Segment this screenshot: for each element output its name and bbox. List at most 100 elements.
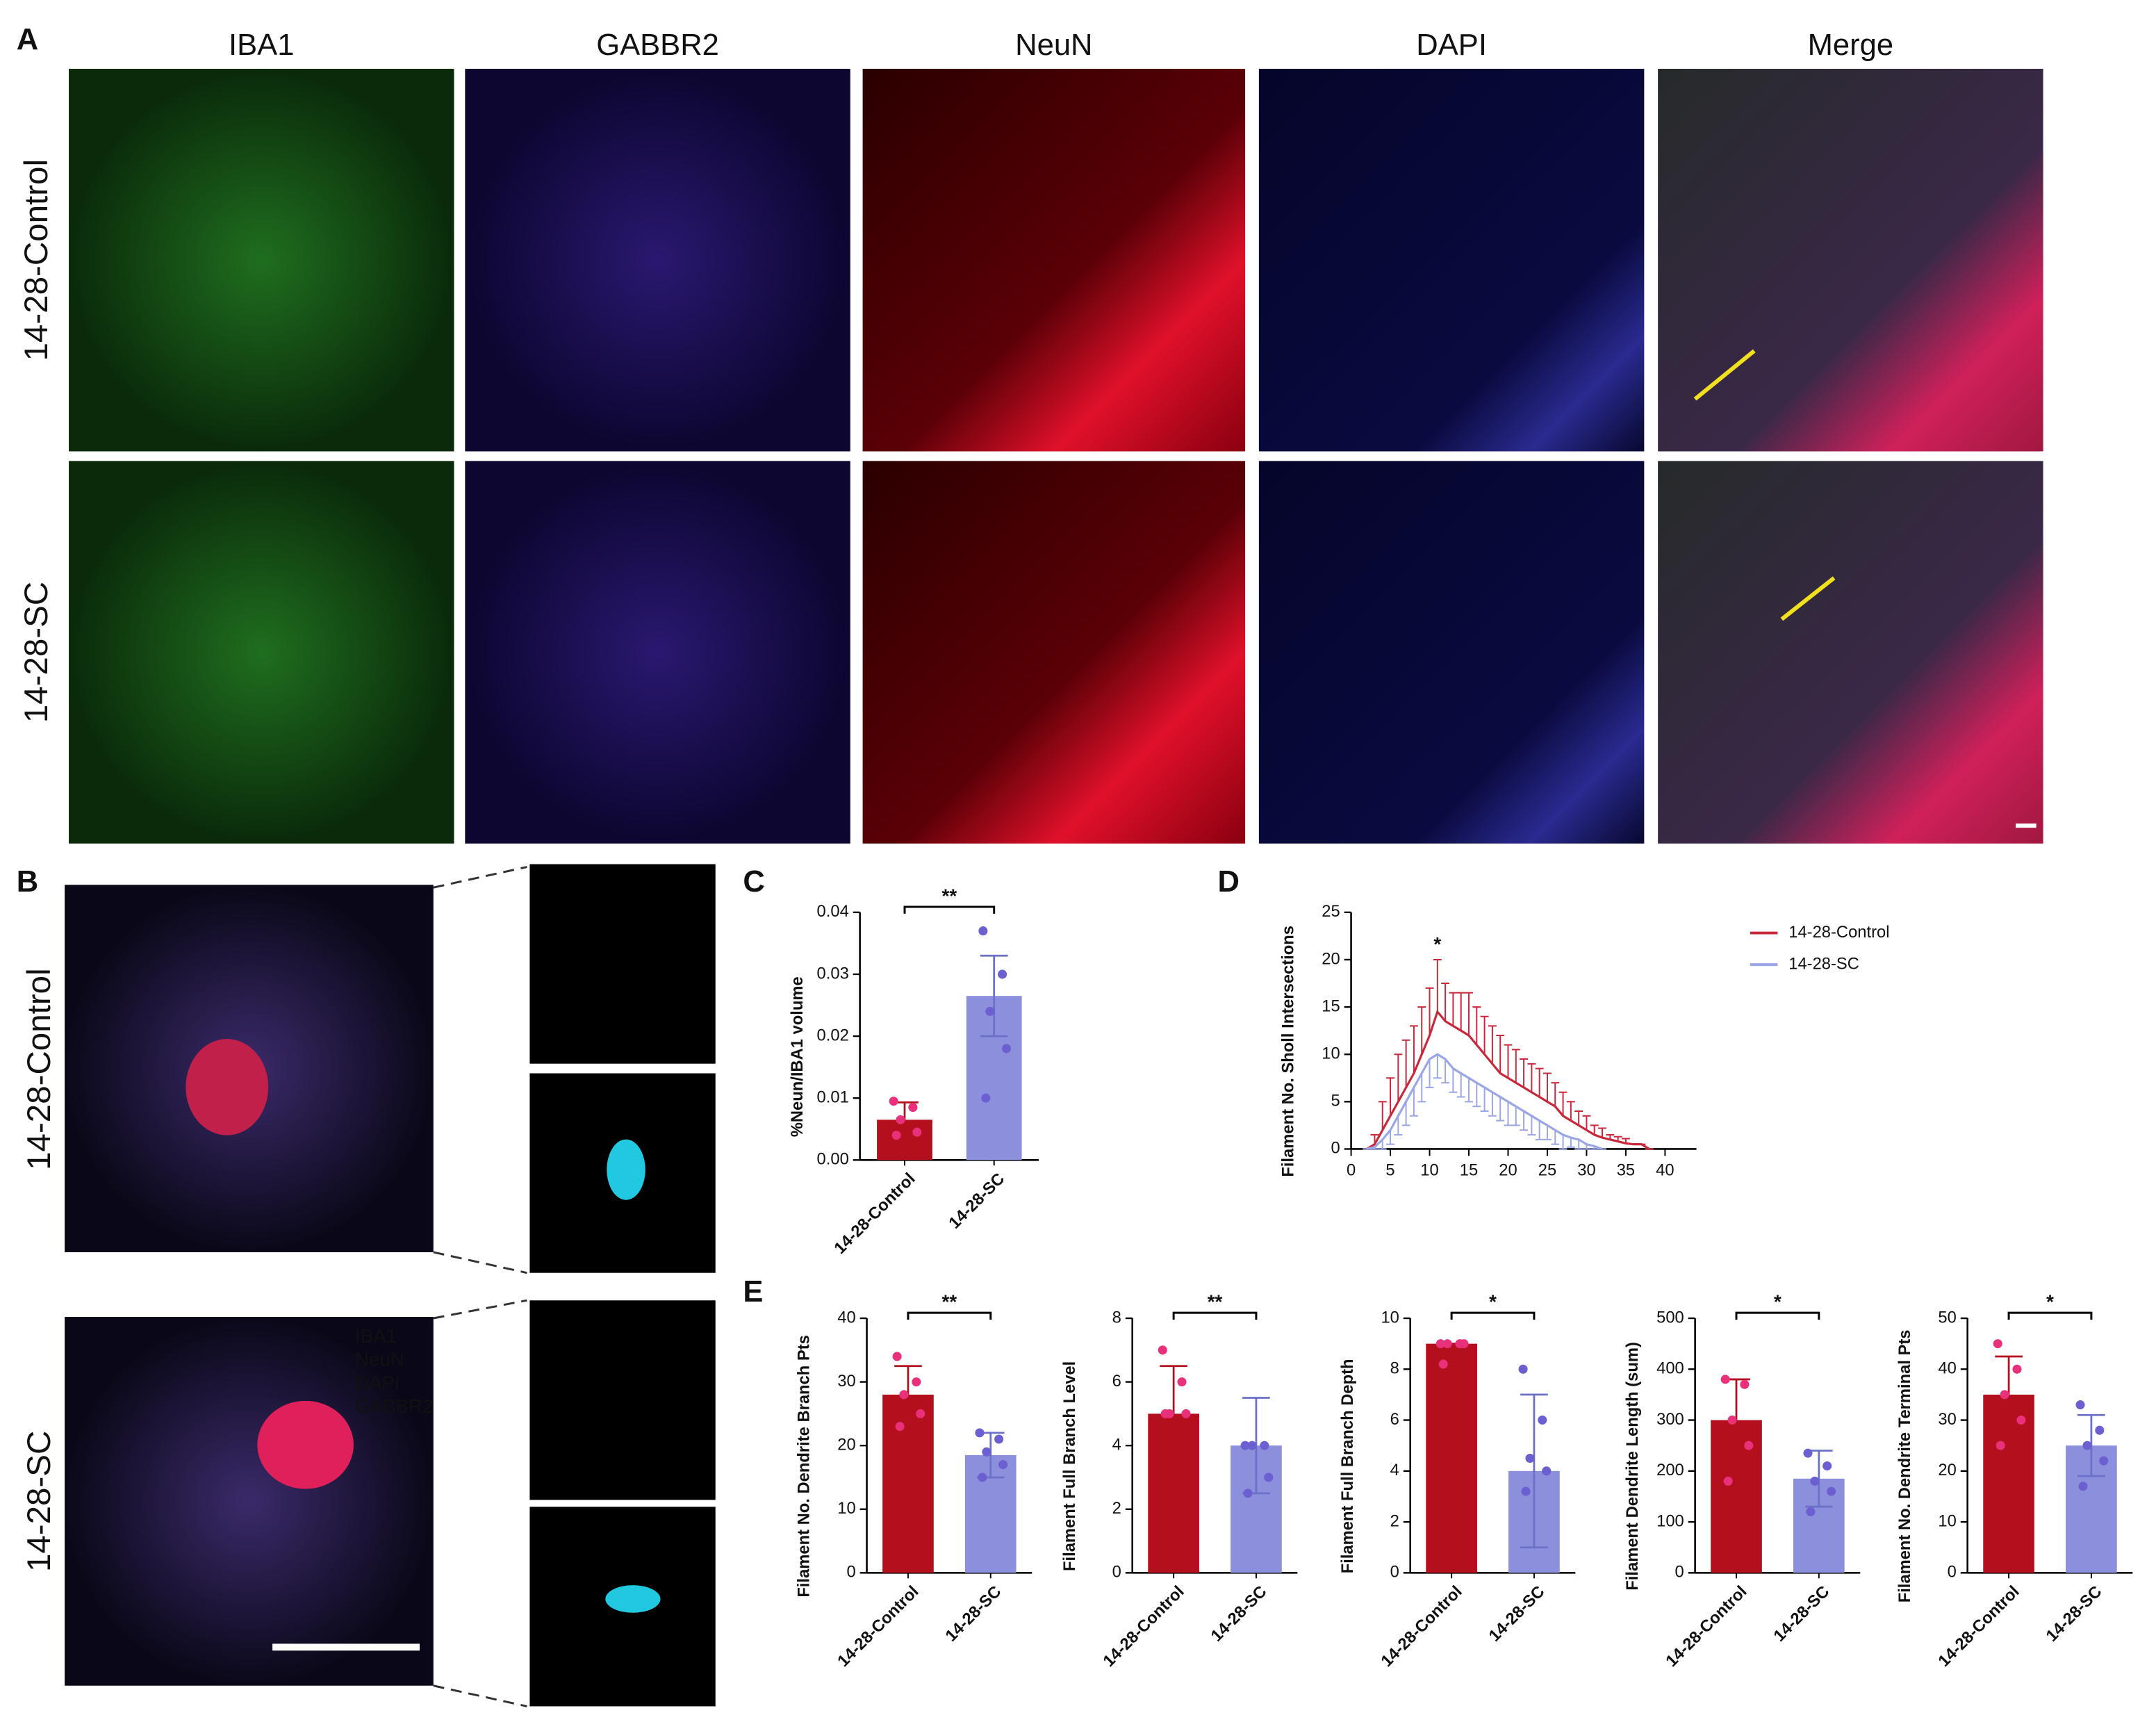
error-bar (1378, 1101, 1387, 1131)
data-point (978, 926, 988, 936)
y-tick-label: 30 (837, 1372, 855, 1391)
y-tick-label: 50 (1938, 1308, 1956, 1327)
data-point (994, 1434, 1004, 1444)
error-bar (1520, 1058, 1529, 1088)
y-tick-label: 200 (1656, 1461, 1684, 1479)
y-tick-label: 0.02 (817, 1026, 849, 1044)
data-point (982, 1447, 991, 1457)
data-point (1160, 1409, 1170, 1418)
y-tick-label: 0 (1390, 1563, 1399, 1582)
row-label: 14-28-SC (21, 1431, 58, 1572)
error-bar (1504, 1044, 1513, 1079)
data-point (1435, 1339, 1445, 1349)
image (465, 69, 850, 452)
column-title: GABBR2 (596, 28, 719, 62)
significance-bracket (1735, 1311, 1820, 1320)
y-tick-label: 10 (1322, 1044, 1340, 1063)
x-tick-label: 14-28-SC (1770, 1582, 1833, 1646)
x-tick-label: 14-28-Control (830, 1170, 919, 1258)
bar (1426, 1343, 1477, 1573)
data-point (1542, 1466, 1552, 1476)
error-bar (1456, 1073, 1465, 1098)
series-line (1366, 1009, 1650, 1150)
y-tick-label: 0 (1675, 1563, 1684, 1582)
error-bar (1520, 1393, 1548, 1549)
image (69, 461, 454, 844)
y-tick-label: 500 (1656, 1308, 1684, 1327)
error-bar (1433, 1054, 1442, 1079)
error-bar (1574, 1139, 1583, 1150)
data-point (981, 1093, 991, 1103)
error-bar (1543, 1072, 1552, 1102)
significance-bracket (903, 905, 996, 914)
data-point (1822, 1461, 1832, 1471)
column-title: DAPI (1416, 28, 1487, 62)
y-tick-label: 0.01 (817, 1088, 849, 1106)
y-tick-label: 300 (1656, 1410, 1684, 1429)
error-bar (1511, 1106, 1520, 1126)
panel-label: C (743, 865, 764, 899)
arrow (1693, 349, 1756, 401)
panel-label: A (17, 23, 38, 56)
y-tick-label: 20 (837, 1435, 855, 1454)
y-axis-label: Filament No. Dendrite Branch Pts (795, 1335, 814, 1597)
error-bar (1496, 1034, 1505, 1074)
y-tick-label: 4 (1112, 1435, 1121, 1454)
x-tick-label: 14-28-Control (1377, 1582, 1465, 1671)
data-point (1744, 1441, 1754, 1450)
error-bar (1535, 1120, 1544, 1140)
error-bar (1386, 1130, 1394, 1145)
significance-bracket (1172, 1311, 1258, 1320)
data-point (1525, 1453, 1535, 1463)
panel-label: B (17, 865, 38, 899)
data-point (896, 1115, 905, 1124)
zoom-lines (433, 866, 527, 1707)
y-tick-label: 30 (1938, 1410, 1956, 1429)
series-line (1366, 1053, 1603, 1150)
error-bar (1449, 1068, 1458, 1093)
data-point (1720, 1375, 1730, 1384)
error-bar (1417, 1073, 1426, 1103)
error-bar (1496, 1097, 1505, 1122)
y-axis-label: Filament No. Dendrite Terminal Pts (1895, 1329, 1914, 1602)
y-tick-label: 25 (1322, 902, 1340, 921)
error-bar (1488, 1025, 1497, 1064)
data-point (985, 1006, 995, 1016)
x-tick-label: 0 (1347, 1161, 1356, 1179)
error-bar (1551, 1130, 1560, 1145)
y-axis-label: Filament Dendrite Length (sum) (1623, 1342, 1642, 1591)
error-bar (1558, 1135, 1567, 1150)
error-bar (1480, 1087, 1489, 1112)
x-tick-label: 14-28-Control (1934, 1582, 2023, 1671)
significance-label: * (2046, 1291, 2054, 1313)
error-bar (1551, 1082, 1560, 1107)
x-tick-label: 14-28-SC (1208, 1582, 1271, 1646)
x-tick-label: 30 (1577, 1161, 1595, 1179)
y-tick-label: 5 (1331, 1092, 1340, 1110)
panel-b-images (65, 864, 716, 1707)
image (1258, 69, 1645, 452)
data-point (1438, 1359, 1448, 1369)
data-point (1177, 1377, 1187, 1387)
y-tick-label: 100 (1656, 1511, 1684, 1530)
error-bar (1394, 1115, 1403, 1136)
data-point (2078, 1482, 2088, 1491)
error-bar (1472, 1006, 1481, 1045)
y-tick-label: 10 (837, 1499, 855, 1518)
y-tick-label: 0 (846, 1563, 855, 1582)
y-tick-label: 0 (1331, 1139, 1340, 1158)
y-tick-label: 2 (1112, 1499, 1121, 1518)
error-bar (1527, 1063, 1536, 1092)
row-label: 14-28-Control (18, 159, 55, 361)
error-bar (1574, 1110, 1583, 1126)
error-bar (1566, 1101, 1575, 1121)
data-point (889, 1097, 898, 1106)
image (1658, 69, 2043, 452)
significance-label: ** (942, 1291, 957, 1313)
data-point (998, 1460, 1008, 1470)
data-point (998, 969, 1007, 979)
error-bar (1527, 1115, 1536, 1136)
row-label: 14-28-SC (18, 582, 55, 723)
legend-label: NeuN (355, 1349, 404, 1370)
data-point (1459, 1339, 1469, 1349)
